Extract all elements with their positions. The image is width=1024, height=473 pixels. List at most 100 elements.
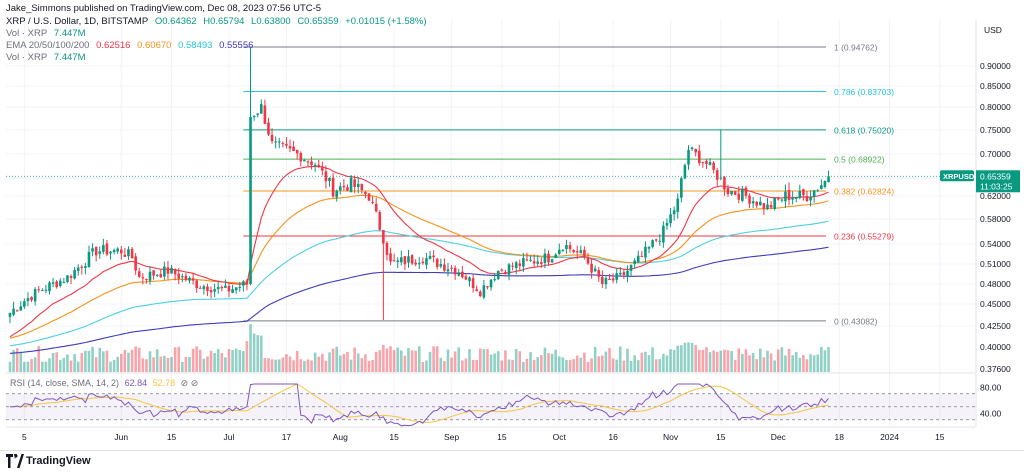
volume-bar: [220, 353, 224, 372]
candle-body: [769, 205, 773, 208]
price-tick-label: 0.48000: [980, 279, 1011, 289]
candle-body: [245, 280, 249, 285]
candle-body: [511, 265, 514, 267]
volume-bar: [557, 356, 561, 372]
candle-body: [382, 229, 385, 244]
time-tick-label: Jul: [224, 432, 235, 442]
volume-bar: [507, 359, 511, 372]
time-tick-label: Dec: [771, 432, 787, 442]
candle-body: [127, 249, 130, 257]
candle-body: [755, 201, 759, 206]
volume-bar: [561, 357, 565, 372]
candle-body: [184, 275, 188, 281]
candle-body: [66, 275, 69, 282]
volume-bar: [425, 360, 428, 372]
candle-body: [260, 104, 263, 114]
candle-body: [58, 280, 62, 286]
candle-body: [820, 185, 823, 190]
volume-bar: [12, 350, 15, 372]
rsi-sma-value: 52.78: [152, 378, 176, 388]
fib-label: 0.786 (0.83703): [834, 87, 894, 97]
candle-body: [583, 249, 586, 257]
candle-body: [636, 255, 640, 263]
candle-body: [435, 258, 439, 267]
time-tick-label: 15: [167, 432, 177, 442]
volume-bar: [565, 360, 568, 372]
candle-body: [522, 258, 525, 267]
ema-legend[interactable]: EMA 20/50/100/200 0.62516 0.60670 0.5849…: [6, 40, 257, 52]
volume-bar: [15, 348, 19, 372]
volume-bar: [33, 357, 37, 372]
volume-bar: [741, 353, 744, 372]
volume-bar: [123, 349, 127, 372]
candle-body: [26, 298, 30, 302]
volume-bar: [611, 358, 615, 372]
candle-body: [119, 249, 123, 254]
volume2-label: Vol · XRP: [6, 52, 48, 63]
volume-bar: [493, 353, 496, 372]
candle-body: [91, 248, 94, 252]
hidden-icon: ⊘ ⊘: [180, 378, 199, 388]
volume-bar: [715, 351, 719, 372]
volume-bar: [712, 350, 715, 372]
candle-body: [349, 177, 353, 193]
volume-bar: [310, 360, 313, 372]
volume-bar: [762, 357, 766, 372]
candle-body: [227, 286, 231, 292]
volume-bar: [19, 351, 23, 372]
candle-body: [148, 271, 152, 281]
time-tick-label: 16: [608, 432, 618, 442]
candle-body: [367, 193, 371, 201]
candle-body: [87, 252, 91, 267]
candle-body: [209, 290, 213, 293]
fib-label: 0.236 (0.55279): [834, 232, 894, 242]
volume-bar: [697, 349, 701, 372]
candle-body: [55, 281, 58, 288]
volume-bar: [417, 346, 421, 372]
volume-bar: [410, 350, 414, 372]
candle-body: [428, 256, 432, 259]
volume-bar: [511, 359, 514, 372]
candle-body: [705, 160, 708, 164]
volume-bar: [41, 361, 44, 372]
time-tick-label: 17: [282, 432, 292, 442]
volume-bar: [443, 361, 446, 372]
candle-body: [19, 306, 23, 311]
candle-body: [493, 279, 496, 281]
volume-legend-2[interactable]: Vol · XRP 7.447M: [6, 52, 90, 64]
candle-body: [658, 240, 662, 242]
volume-bar: [640, 352, 644, 372]
volume-bar: [471, 359, 475, 372]
volume-legend[interactable]: Vol · XRP 7.447M: [6, 28, 90, 40]
volume-bar: [583, 352, 586, 372]
candle-body: [496, 270, 500, 280]
volume-bar: [554, 349, 557, 372]
volume-bar: [601, 355, 604, 372]
candle-body: [619, 272, 622, 275]
candle-body: [543, 253, 547, 264]
ema20-line: [9, 165, 829, 338]
volume-bar: [766, 350, 769, 372]
candle-body: [712, 162, 715, 170]
candle-body: [8, 312, 12, 317]
candle-body: [33, 289, 37, 302]
symbol-tag-bg: [940, 170, 974, 182]
candle-body: [102, 245, 105, 252]
volume-bar: [181, 361, 184, 372]
volume-bar: [260, 335, 263, 372]
ema-lines: [9, 165, 829, 354]
volume-bar: [593, 346, 597, 372]
price-chart[interactable]: 1 (0.94762) 0.786 (0.83703) 0.618 (0.75020…: [0, 0, 1024, 450]
candle-body: [751, 201, 755, 204]
candle-body: [798, 190, 802, 198]
volume-bar: [216, 348, 220, 372]
volume-bar: [206, 356, 209, 372]
candle-body: [76, 267, 80, 271]
volume-bar: [152, 357, 155, 372]
volume-bar: [525, 358, 529, 372]
candle-body: [335, 190, 338, 198]
volume-bar: [651, 347, 654, 372]
rsi-legend[interactable]: RSI (14, close, SMA, 14, 2) 62.84 52.78 …: [10, 378, 201, 389]
time-tick-label: Oct: [553, 432, 567, 442]
candle-body: [188, 277, 191, 281]
